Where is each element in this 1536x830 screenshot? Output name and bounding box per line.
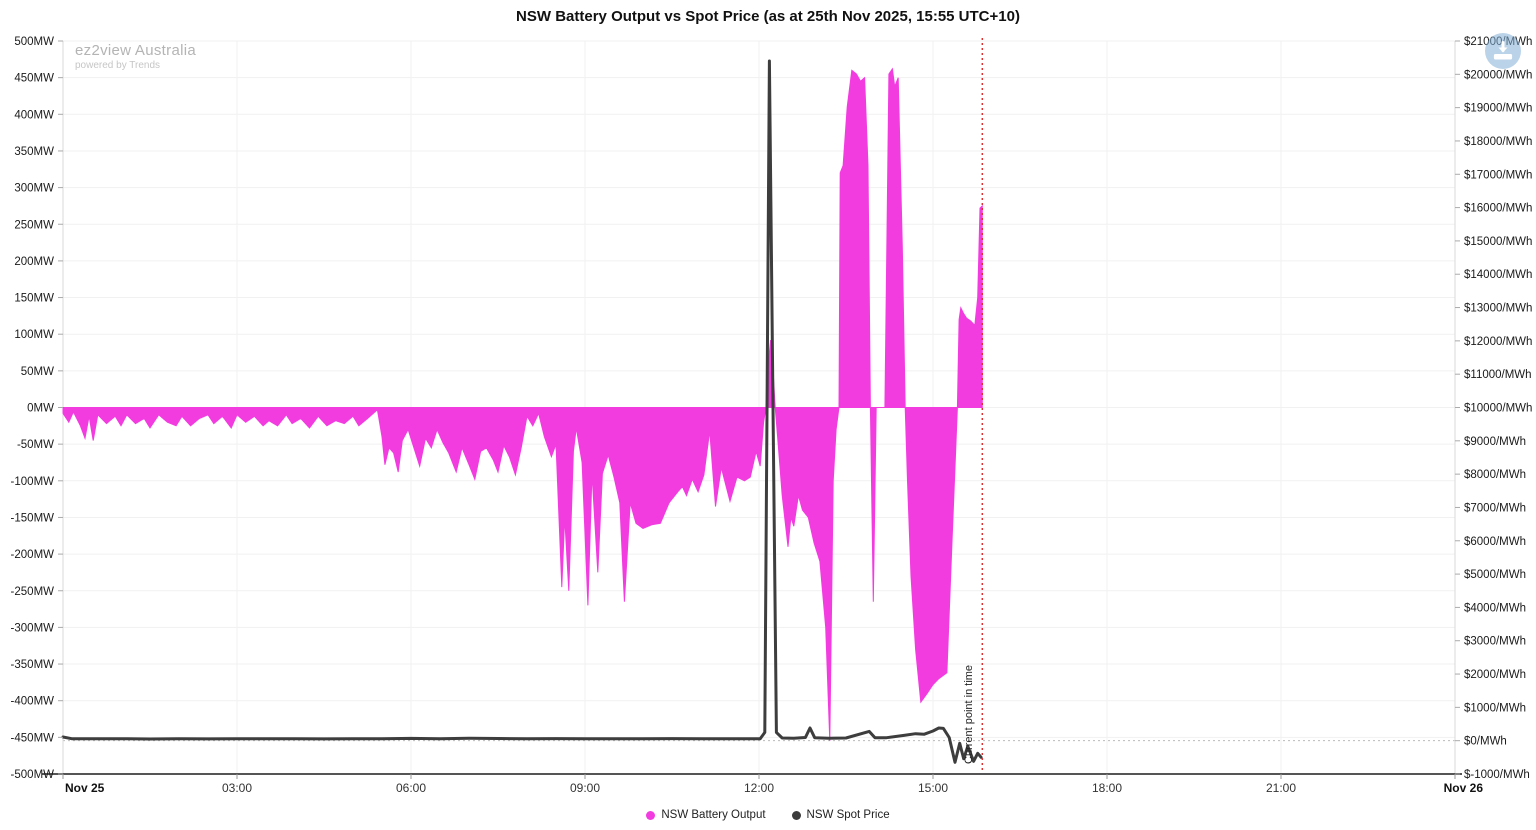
left-axis-tick-label: -300MW [11,622,55,634]
download-icon [1493,41,1513,60]
right-axis-tick-label: $3000/MWh [1464,636,1526,648]
legend-marker-battery-icon [646,810,656,820]
right-axis-tick-label: $2000/MWh [1464,669,1526,681]
right-axis-tick-label: $1000/MWh [1464,702,1526,714]
x-axis-tick-label: 15:00 [918,781,948,795]
legend-marker-price-icon [791,810,801,820]
right-axis-tick-label: $13000/MWh [1464,303,1532,315]
x-axis-tick-label: 06:00 [396,781,426,795]
x-axis-tick-label: 09:00 [570,781,600,795]
left-axis-tick-label: 500MW [14,36,54,48]
left-axis-tick-label: 150MW [14,293,54,305]
spot-price-line [61,59,983,764]
right-axis-tick-label: $16000/MWh [1464,203,1532,215]
right-axis-tick-label: $19000/MWh [1464,103,1532,115]
right-axis-tick-label: $18000/MWh [1464,136,1532,148]
left-axis-tick-label: -400MW [11,696,55,708]
right-axis-tick-label: $5000/MWh [1464,569,1526,581]
right-axis-tick-label: $7000/MWh [1464,502,1526,514]
download-button[interactable] [1485,33,1521,69]
right-axis-tick-label: $20000/MWh [1464,69,1532,81]
left-axis-tick-label: 200MW [14,256,54,268]
right-axis-tick-label: $4000/MWh [1464,602,1526,614]
right-axis-tick-label: $9000/MWh [1464,436,1526,448]
left-axis-tick-label: -250MW [11,586,55,598]
left-axis-tick-label: 300MW [14,183,54,195]
left-axis-tick-label: 50MW [21,366,54,378]
left-axis-tick-label: 450MW [14,73,54,85]
left-axis-tick-label: -450MW [11,732,55,744]
x-axis-tick-label: Nov 26 [1444,781,1484,795]
right-axis-tick-label: $-1000/MWh [1464,769,1530,781]
x-axis-tick-label: 21:00 [1266,781,1296,795]
legend-item-battery[interactable]: NSW Battery Output [646,809,766,821]
x-axis-tick-label: 12:00 [744,781,774,795]
right-axis-tick-label: $17000/MWh [1464,169,1532,181]
right-axis-tick-label: $10000/MWh [1464,403,1532,415]
left-axis-tick-label: 100MW [14,329,54,341]
x-axis-tick-label: 18:00 [1092,781,1122,795]
legend-label-price: NSW Spot Price [806,809,890,821]
right-axis-tick-label: $14000/MWh [1464,269,1532,281]
right-axis-tick-label: $0/MWh [1464,736,1507,748]
legend-item-price[interactable]: NSW Spot Price [791,809,890,821]
right-axis-tick-label: $11000/MWh [1464,369,1532,381]
left-axis-tick-label: 250MW [14,219,54,231]
left-axis-tick-label: 350MW [14,146,54,158]
legend: NSW Battery Output NSW Spot Price [0,809,1536,821]
legend-label-battery: NSW Battery Output [661,809,766,821]
left-axis-tick-label: 400MW [14,109,54,121]
right-axis-tick-label: $8000/MWh [1464,469,1526,481]
current-time-label: Current point in time [963,664,975,764]
x-axis-tick-label: 03:00 [222,781,252,795]
right-axis-tick-label: $6000/MWh [1464,536,1526,548]
left-axis-tick-label: -100MW [11,476,55,488]
chart-title: NSW Battery Output vs Spot Price (as at … [516,8,1020,25]
left-axis-tick-label: -150MW [11,512,55,524]
left-axis-tick-label: -500MW [11,769,55,781]
right-axis-tick-label: $15000/MWh [1464,236,1532,248]
left-axis-tick-label: 0MW [27,403,54,415]
x-axis-tick-label: Nov 25 [65,781,105,795]
battery-output-area [62,67,983,742]
chart-plot-area[interactable]: 500MW 450MW 400MW 350MW 300MW 250MW 200MW 150MW… [0,0,1536,805]
left-axis-tick-label: -350MW [11,659,55,671]
right-axis-tick-label: $12000/MWh [1464,336,1532,348]
left-axis-tick-label: -200MW [11,549,55,561]
left-axis-tick-label: -50MW [17,439,54,451]
